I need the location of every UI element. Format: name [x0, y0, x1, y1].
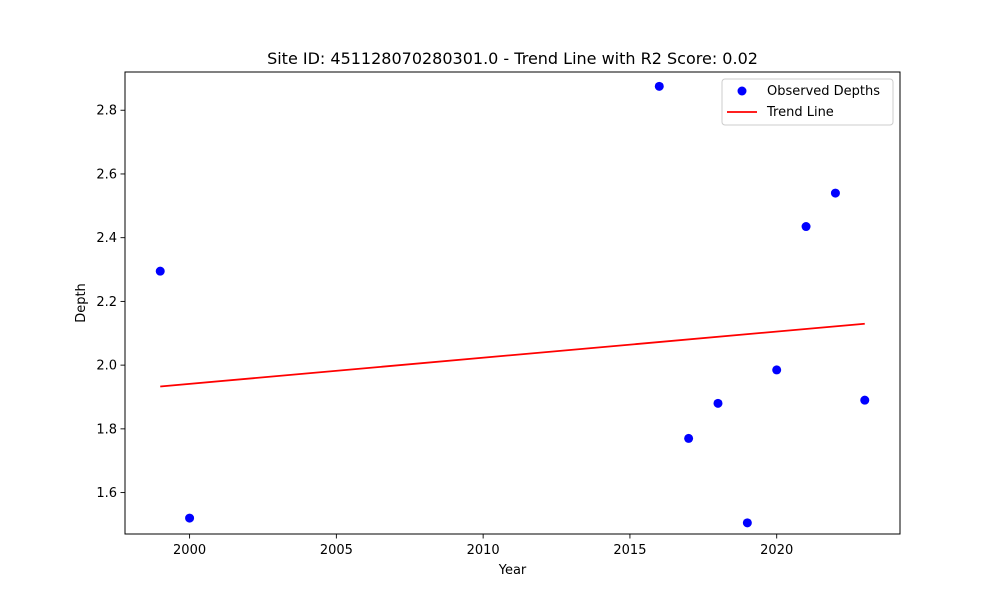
legend: Observed Depths Trend Line	[721, 78, 894, 126]
data-point	[742, 518, 752, 528]
x-tick-label: 2020	[760, 543, 793, 558]
y-axis-label: Depth	[74, 283, 89, 323]
x-tick-label: 2005	[320, 543, 353, 558]
y-tick-label: 2.0	[96, 359, 117, 374]
data-point	[830, 188, 840, 198]
trend-line	[160, 322, 865, 388]
legend-marker-observed-depths	[737, 86, 747, 96]
data-point	[185, 513, 195, 523]
data-point	[801, 222, 811, 232]
x-tick-label: 2010	[467, 543, 500, 558]
y-tick-label: 2.2	[96, 295, 117, 310]
data-point	[684, 433, 694, 443]
y-tick-label: 2.8	[96, 104, 117, 119]
data-point	[654, 81, 664, 91]
legend-frame	[721, 78, 894, 126]
data-point	[772, 365, 782, 375]
y-tick-label: 2.4	[96, 231, 117, 246]
y-tick-label: 1.6	[96, 486, 117, 501]
plot-area: 2000 2005 2010 2015 2020 1.6 1.8 2.0 2.2 2.4 2.6 2.…	[96, 71, 901, 558]
x-tick-label: 2015	[613, 543, 646, 558]
data-point	[713, 398, 723, 408]
legend-label-trend-line: Trend Line	[766, 105, 834, 120]
axes-frame	[124, 71, 901, 535]
chart-title: Site ID: 451128070280301.0 - Trend Line …	[267, 49, 758, 68]
legend-label-observed-depths: Observed Depths	[767, 84, 880, 99]
y-tick-label: 2.6	[96, 167, 117, 182]
data-point	[860, 395, 870, 405]
x-tick-label: 2000	[173, 543, 206, 558]
y-tick-label: 1.8	[96, 422, 117, 437]
data-point	[155, 266, 165, 276]
x-axis-label: Year	[498, 563, 527, 578]
